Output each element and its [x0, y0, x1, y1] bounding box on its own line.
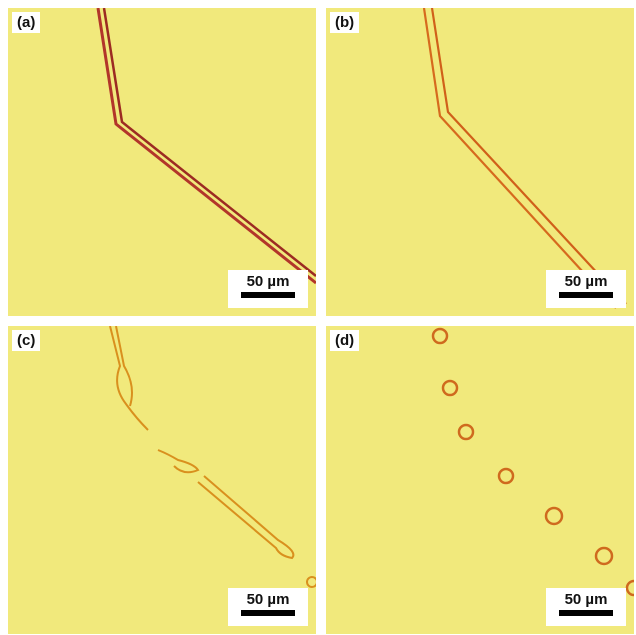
fiber — [98, 8, 316, 283]
panel-label: (b) — [330, 12, 359, 33]
scale-bar: 50 µm — [228, 588, 308, 626]
droplets — [433, 329, 634, 595]
scale-label: 50 µm — [546, 273, 626, 290]
scale-bar: 50 µm — [546, 270, 626, 308]
panel: (b) 50 µm — [326, 8, 634, 316]
fiber — [110, 326, 316, 587]
panel: (a) 50 µm — [8, 8, 316, 316]
panel-label: (d) — [330, 330, 359, 351]
scale-label: 50 µm — [228, 273, 308, 290]
scale-label: 50 µm — [546, 591, 626, 608]
scale-bar: 50 µm — [228, 270, 308, 308]
panel: (c) 50 µm — [8, 326, 316, 634]
fiber — [104, 8, 316, 276]
panel-label: (a) — [12, 12, 40, 33]
scale-bar: 50 µm — [546, 588, 626, 626]
scale-label: 50 µm — [228, 591, 308, 608]
figure: (a) 50 µm (b) 50 µm (c) 50 µm — [0, 0, 636, 635]
panel-label: (c) — [12, 330, 40, 351]
panel: (d) 50 µm — [326, 326, 634, 634]
fiber — [432, 8, 626, 304]
